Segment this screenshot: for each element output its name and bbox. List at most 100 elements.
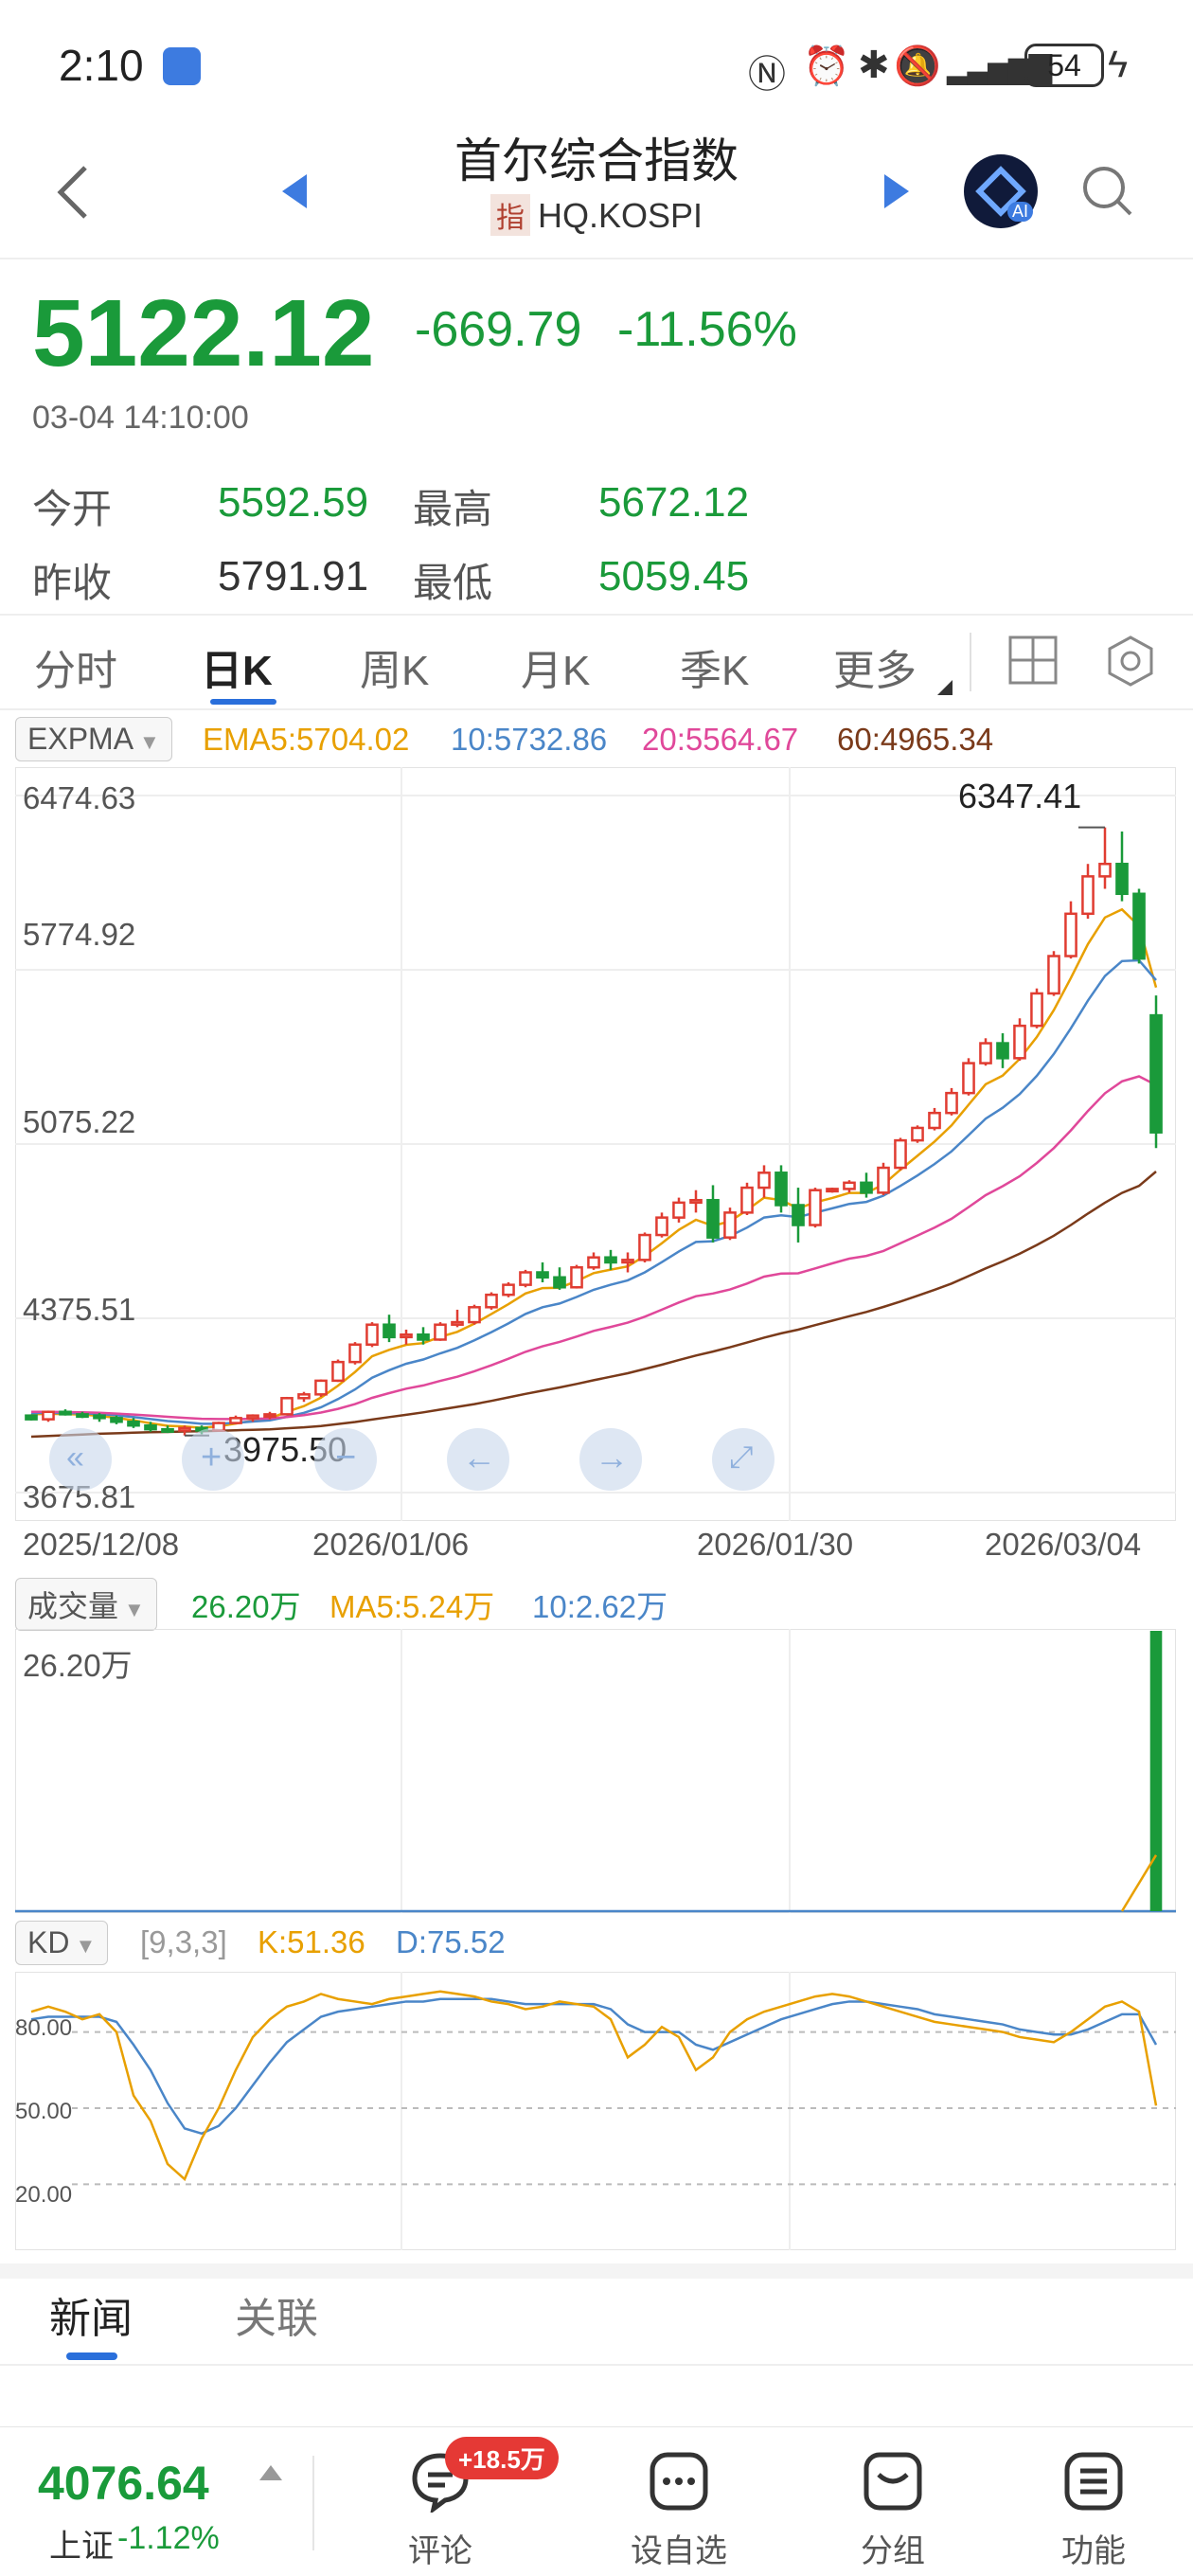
- candle: [485, 1292, 498, 1310]
- candle: [93, 1413, 106, 1422]
- volume-indicator-select[interactable]: 成交量 ▼: [15, 1578, 157, 1631]
- kd-indicator-name: KD: [27, 1925, 70, 1959]
- candle-body: [502, 1283, 515, 1297]
- bottom-bar: 4076.64 上证 -1.12% 评论 +18.5万 设自选 分组 功能: [0, 2426, 1193, 2576]
- candle-body: [996, 1042, 1009, 1060]
- tab-more[interactable]: 更多: [833, 648, 917, 694]
- y-tick-label: 5774.92: [23, 917, 136, 952]
- zoom-out-button[interactable]: −: [314, 1428, 377, 1491]
- candle-body: [962, 1062, 975, 1095]
- chart-settings-button[interactable]: [1104, 635, 1157, 692]
- ai-assistant-button[interactable]: AI: [964, 154, 1038, 228]
- sh-index-change: -1.12%: [117, 2520, 220, 2556]
- candle-body: [1149, 1013, 1163, 1134]
- prev-close-label: 昨收: [32, 561, 113, 605]
- candle: [757, 1165, 771, 1198]
- scroll-left-button[interactable]: ←: [447, 1428, 509, 1491]
- candle: [110, 1415, 123, 1424]
- tab-news[interactable]: 新闻: [49, 2296, 133, 2342]
- next-stock-button[interactable]: [881, 172, 913, 215]
- candle-body: [1030, 992, 1043, 1028]
- volume-max-label: 26.20万: [23, 1648, 133, 1683]
- active-tab-indicator: [210, 699, 276, 705]
- candle: [621, 1252, 634, 1273]
- ai-badge: AI: [1007, 202, 1034, 222]
- kd-k-value: K:51.36: [258, 1924, 365, 1959]
- candle: [894, 1137, 907, 1171]
- scroll-left-fast-button[interactable]: «: [49, 1428, 112, 1491]
- reset-view-button[interactable]: ⤢: [712, 1428, 775, 1491]
- kd-level-label: 50.00: [15, 2099, 73, 2124]
- candle-body: [809, 1189, 822, 1226]
- layout-toggle-button[interactable]: [1007, 635, 1059, 690]
- candle: [740, 1182, 754, 1216]
- candle: [263, 1411, 276, 1420]
- candle-body: [638, 1233, 651, 1261]
- x-tick-label: 2026/03/04: [985, 1527, 1142, 1562]
- candle: [962, 1058, 975, 1096]
- back-button[interactable]: [47, 156, 104, 223]
- search-button[interactable]: [1079, 163, 1136, 224]
- candle: [468, 1304, 481, 1325]
- tab-intraday[interactable]: 分时: [34, 648, 117, 694]
- mute-icon: 🔕: [894, 45, 941, 87]
- expand-up-icon[interactable]: [259, 2465, 282, 2480]
- candle-body: [485, 1293, 498, 1309]
- dropdown-caret-icon: ▼: [139, 730, 160, 754]
- x-tick-label: 2026/01/06: [312, 1527, 470, 1562]
- page-title: 首尔综合指数: [454, 134, 739, 188]
- zoom-in-button[interactable]: +: [182, 1428, 244, 1491]
- kd-chart[interactable]: [15, 1972, 1176, 2250]
- ema20-value: 20:5564.67: [642, 722, 799, 757]
- candle: [911, 1125, 924, 1143]
- expand-icon: ⤢: [729, 1440, 754, 1474]
- candle-body: [945, 1091, 958, 1115]
- candle: [1013, 1018, 1026, 1061]
- candle: [229, 1415, 242, 1424]
- tab-monthly-k[interactable]: 月K: [521, 648, 591, 694]
- dropdown-caret-icon: ▼: [124, 1598, 145, 1621]
- minus-icon: −: [335, 1438, 357, 1477]
- candle-body: [348, 1343, 362, 1364]
- kd-indicator-select[interactable]: KD ▼: [15, 1921, 109, 1965]
- news-divider: [0, 2364, 1193, 2366]
- candle-body: [911, 1126, 924, 1142]
- sh-index-value[interactable]: 4076.64: [38, 2457, 209, 2510]
- bluetooth-icon: ✱: [858, 45, 890, 86]
- group-button[interactable]: 分组: [812, 2427, 973, 2571]
- add-watchlist-button[interactable]: 设自选: [598, 2427, 759, 2571]
- add-watchlist-label: 设自选: [631, 2533, 727, 2569]
- candle: [775, 1165, 788, 1213]
- candle-body: [860, 1181, 873, 1194]
- candle: [348, 1342, 362, 1365]
- candle: [638, 1232, 651, 1262]
- add-watchlist-icon: [650, 2452, 708, 2511]
- candle-body: [775, 1172, 788, 1207]
- candle-body: [93, 1414, 106, 1420]
- volume-indicator-name: 成交量: [27, 1589, 119, 1623]
- kd-level-label: 80.00: [15, 2015, 73, 2041]
- comment-label: 评论: [408, 2533, 472, 2569]
- kline-chart[interactable]: [15, 767, 1176, 1521]
- scroll-right-button[interactable]: →: [579, 1428, 642, 1491]
- charging-icon: ϟ: [1108, 44, 1129, 85]
- candle-body: [76, 1413, 89, 1419]
- ema20-line: [31, 1075, 1157, 1421]
- tab-related[interactable]: 关联: [235, 2296, 318, 2342]
- candle: [1064, 901, 1077, 959]
- candle-body: [417, 1333, 430, 1341]
- candle: [655, 1212, 668, 1238]
- volume-chart[interactable]: [15, 1629, 1176, 1913]
- function-menu-button[interactable]: 功能: [1013, 2427, 1174, 2571]
- candle-body: [757, 1172, 771, 1190]
- candle-body: [519, 1271, 532, 1286]
- more-caret-icon: [937, 680, 953, 695]
- candle: [689, 1190, 703, 1213]
- search-icon: [1083, 167, 1132, 216]
- tab-weekly-k[interactable]: 周K: [360, 648, 430, 694]
- main-indicator-select[interactable]: EXPMA ▼: [15, 717, 172, 761]
- tab-quarterly-k[interactable]: 季K: [680, 648, 750, 694]
- x-tick-label: 2026/01/30: [697, 1527, 854, 1562]
- prev-stock-button[interactable]: [278, 172, 311, 215]
- tab-daily-k[interactable]: 日K: [201, 648, 273, 694]
